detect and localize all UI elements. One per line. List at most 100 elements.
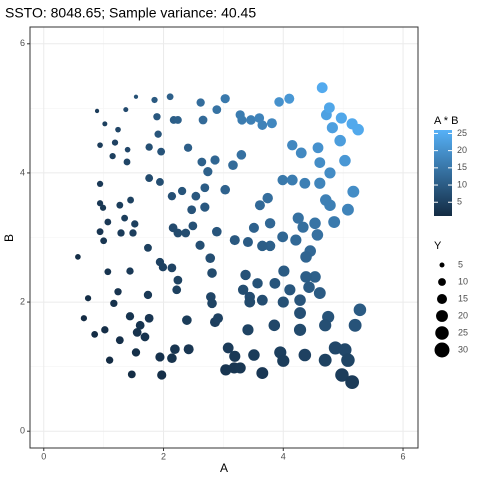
size-legend-title: Y xyxy=(434,240,442,252)
point xyxy=(158,263,168,272)
point xyxy=(140,332,150,342)
point xyxy=(348,318,362,332)
point xyxy=(324,167,336,179)
point xyxy=(187,205,197,215)
point xyxy=(188,221,198,231)
point xyxy=(167,192,177,201)
colorbar xyxy=(434,130,452,216)
point xyxy=(286,174,298,186)
point xyxy=(196,98,205,107)
point xyxy=(234,362,246,374)
point xyxy=(131,220,139,228)
colorbar-label: 5 xyxy=(457,197,462,207)
point xyxy=(294,294,306,306)
size-key xyxy=(436,293,448,305)
point xyxy=(294,307,306,319)
point xyxy=(309,217,321,230)
point xyxy=(277,296,289,308)
point xyxy=(220,184,231,195)
point xyxy=(277,354,290,367)
point xyxy=(166,93,174,101)
point xyxy=(256,367,269,380)
point xyxy=(123,158,131,166)
size-key xyxy=(439,262,445,268)
y-tick-label: 4 xyxy=(20,167,25,177)
point xyxy=(328,216,341,228)
point xyxy=(143,290,153,300)
point xyxy=(292,212,304,224)
point xyxy=(212,105,222,115)
point xyxy=(269,277,281,289)
point xyxy=(75,254,81,260)
point xyxy=(293,323,307,336)
point xyxy=(266,118,277,129)
point xyxy=(99,204,107,211)
size-key-label: 25 xyxy=(458,327,468,337)
point xyxy=(177,186,187,196)
point xyxy=(248,349,260,361)
point xyxy=(257,240,268,252)
point xyxy=(200,202,210,212)
point xyxy=(318,353,332,367)
point xyxy=(126,267,134,275)
point xyxy=(170,344,180,355)
point xyxy=(237,284,249,296)
point xyxy=(262,192,273,204)
point xyxy=(144,243,152,252)
point xyxy=(277,174,288,186)
point xyxy=(121,214,129,222)
x-axis-label: A xyxy=(220,461,228,475)
panel-border xyxy=(29,26,419,449)
point xyxy=(133,94,139,99)
point xyxy=(254,113,265,123)
point xyxy=(117,229,125,237)
point xyxy=(284,93,295,104)
point xyxy=(116,201,124,209)
x-tick-label: 6 xyxy=(401,451,406,461)
point xyxy=(264,240,276,252)
point xyxy=(324,199,336,211)
point xyxy=(229,235,240,246)
size-key xyxy=(436,310,448,322)
point xyxy=(311,229,324,241)
colorbar-label: 15 xyxy=(457,162,467,172)
point xyxy=(297,221,309,233)
point xyxy=(102,121,108,127)
point xyxy=(197,157,207,167)
point xyxy=(115,336,124,345)
point xyxy=(131,348,141,357)
point xyxy=(236,150,247,160)
size-key-label: 15 xyxy=(458,293,468,303)
point xyxy=(109,153,116,160)
point xyxy=(341,353,355,367)
colorbar-label: 10 xyxy=(457,179,467,189)
point xyxy=(181,228,191,238)
point xyxy=(104,218,112,226)
point xyxy=(256,294,268,306)
point xyxy=(298,348,312,362)
x-tick-label: 0 xyxy=(41,451,46,461)
point xyxy=(313,287,326,299)
y-tick-label: 2 xyxy=(20,296,25,306)
point xyxy=(173,275,183,285)
point xyxy=(104,268,112,276)
point xyxy=(323,102,335,114)
point xyxy=(129,229,137,237)
x-tick-label: 4 xyxy=(281,451,286,461)
point xyxy=(94,108,100,114)
point xyxy=(198,115,208,125)
point xyxy=(84,295,92,302)
point xyxy=(240,269,251,281)
point xyxy=(167,353,177,364)
point xyxy=(242,324,254,336)
point xyxy=(172,285,182,295)
point xyxy=(295,147,307,159)
point xyxy=(207,298,217,309)
point xyxy=(127,370,136,379)
point xyxy=(111,139,119,146)
size-key-label: 10 xyxy=(458,276,468,286)
point xyxy=(334,134,346,147)
y-tick-label: 6 xyxy=(20,38,25,48)
point xyxy=(205,253,216,263)
